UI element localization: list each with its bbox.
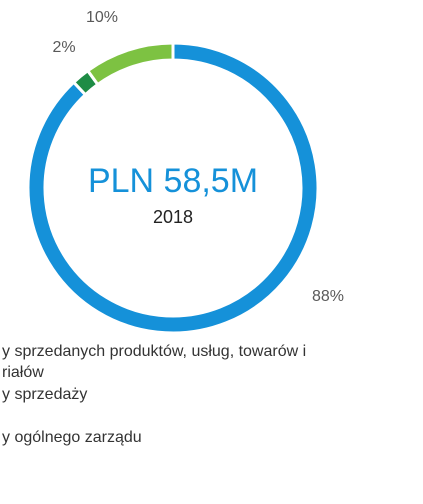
legend-label: y sprzedaży — [2, 386, 87, 403]
legend-label: y ogólnego zarządu — [2, 429, 142, 446]
donut-segment — [85, 41, 175, 87]
chart-title: PLN 58,5M — [88, 162, 258, 200]
data-label: 10% — [86, 9, 118, 26]
data-label: 2% — [52, 39, 75, 56]
data-label: 88% — [312, 288, 344, 305]
legend-label: riałów — [2, 364, 44, 381]
legend-label: y sprzedanych produktów, usług, towarów … — [2, 343, 306, 360]
chart-subtitle: 2018 — [153, 207, 193, 227]
